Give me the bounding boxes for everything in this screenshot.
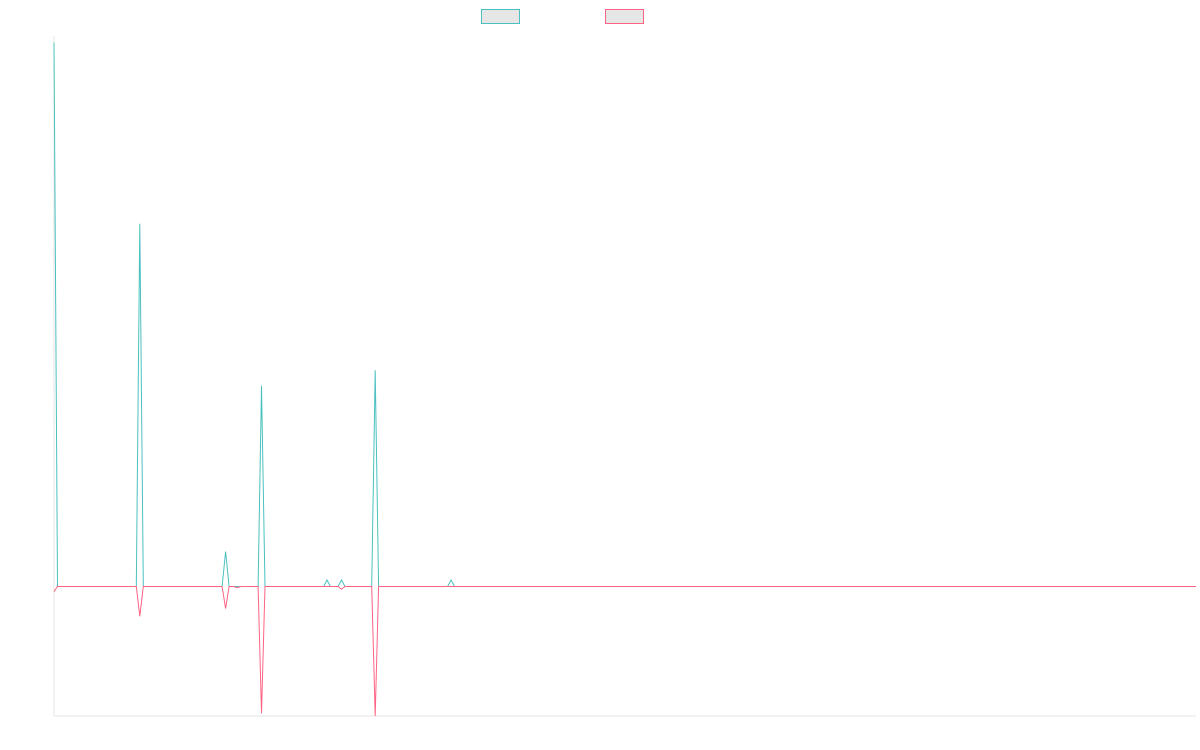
legend xyxy=(0,9,1200,27)
legend-swatch-series-2[interactable] xyxy=(605,9,644,24)
series-line-2 xyxy=(53,586,1196,717)
series-line-1 xyxy=(53,42,1196,587)
series-layer xyxy=(53,42,1196,717)
legend-swatch-series-1[interactable] xyxy=(481,9,520,24)
